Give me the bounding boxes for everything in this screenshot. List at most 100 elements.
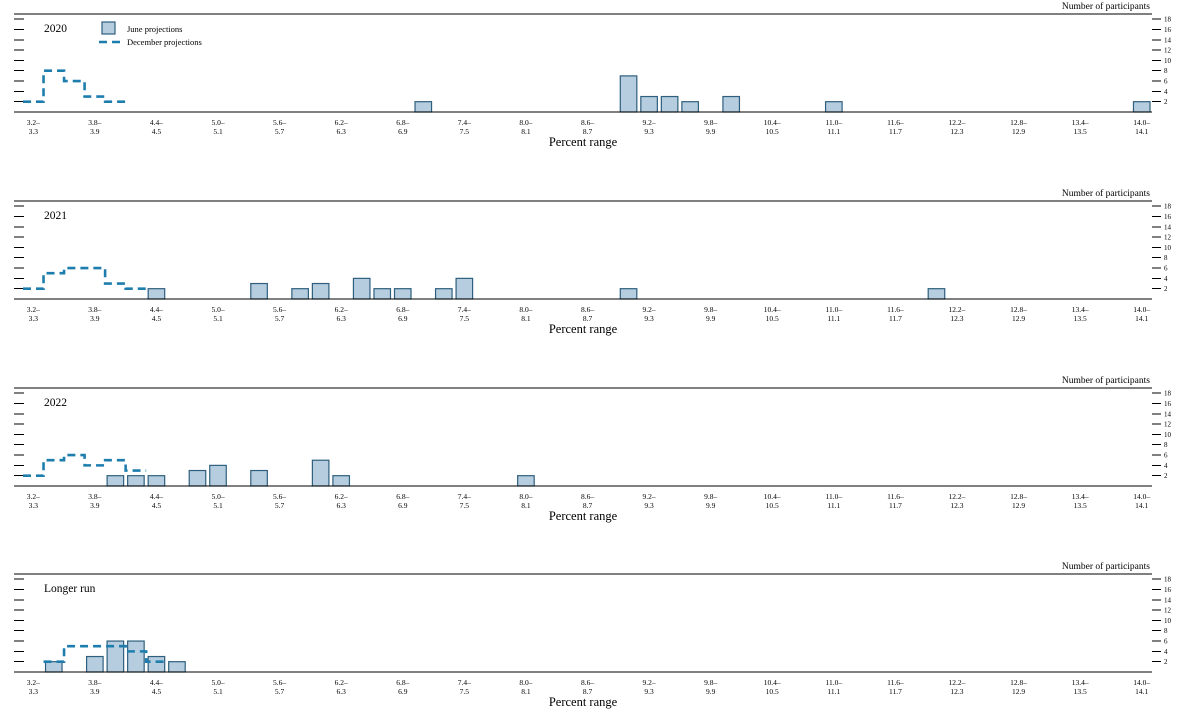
x-tick-label: 12.8– 12.9	[1010, 678, 1027, 696]
june-bar	[619, 75, 638, 113]
june-bar	[352, 277, 371, 300]
legend-december-label: December projections	[127, 37, 202, 47]
june-bars	[147, 277, 946, 300]
panel-2021: Number of participants 2 4 6 8 10 12 14 16 18 3.2–…	[14, 188, 1172, 336]
x-tick-label: 8.0– 8.1	[519, 118, 532, 136]
x-tick-label: 11.6– 11.7	[887, 118, 904, 136]
x-axis-caption: Percent range	[549, 135, 618, 149]
x-tick-label: 3.2– 3.3	[27, 118, 40, 136]
y-tick-label: 18	[1164, 390, 1172, 398]
june-bar	[44, 661, 63, 673]
y-tick-label: 12	[1164, 421, 1172, 429]
y-tick-label: 8	[1164, 627, 1168, 635]
december-projections-line	[23, 69, 126, 103]
x-tick-label: 7.4– 7.5	[458, 118, 471, 136]
y-tick-label: 8	[1164, 254, 1168, 262]
y-tick-label: 12	[1164, 607, 1172, 615]
right-axis-caption: Number of participants	[1062, 1, 1150, 12]
december-projections-line	[23, 266, 147, 290]
x-tick-label: 6.8– 6.9	[396, 492, 409, 510]
y-tick-label: 10	[1164, 244, 1172, 252]
december-projections-line	[23, 453, 147, 477]
panel-2020: Number of participants 2 4 6 8 10 12 14 16 18 3.2–…	[14, 1, 1172, 149]
y-tick-label: 4	[1164, 88, 1168, 96]
y-tick-label: 6	[1164, 265, 1168, 273]
y-tick-label: 16	[1164, 400, 1172, 408]
x-tick-label: 9.8– 9.9	[704, 678, 717, 696]
june-bars	[44, 640, 186, 673]
x-tick-label: 14.0– 14.1	[1133, 678, 1150, 696]
x-tick-label: 10.4– 10.5	[764, 492, 781, 510]
x-tick-label: 12.8– 12.9	[1010, 492, 1027, 510]
x-tick-label: 13.4– 13.5	[1072, 305, 1089, 323]
june-bar	[250, 282, 268, 300]
y-tick-label: 18	[1164, 203, 1172, 211]
x-tick-label: 9.2– 9.3	[643, 492, 656, 510]
x-tick-label: 12.8– 12.9	[1010, 118, 1027, 136]
panel-2022: Number of participants 2 4 6 8 10 12 14 16 18 3.2–…	[14, 375, 1172, 523]
x-tick-label: 11.0– 11.1	[826, 305, 843, 323]
right-axis-caption: Number of participants	[1062, 188, 1150, 199]
x-tick-label: 4.4– 4.5	[150, 305, 163, 323]
june-bar	[250, 469, 268, 487]
june-bars	[106, 459, 535, 487]
x-tick-label: 3.2– 3.3	[27, 492, 40, 510]
y-tick-label: 8	[1164, 441, 1168, 449]
june-bar	[1132, 101, 1151, 113]
y-tick-label: 14	[1164, 596, 1172, 604]
june-bar	[434, 288, 453, 300]
x-tick-label: 9.8– 9.9	[704, 118, 717, 136]
y-tick-label: 10	[1164, 57, 1172, 65]
y-tick-label: 16	[1164, 26, 1172, 34]
x-tick-label: 9.8– 9.9	[704, 492, 717, 510]
x-tick-label: 3.8– 3.9	[88, 305, 101, 323]
x-tick-label: 10.4– 10.5	[764, 305, 781, 323]
june-bar	[209, 464, 227, 487]
x-tick-label: 8.6– 8.7	[581, 678, 594, 696]
x-tick-label: 5.6– 5.7	[273, 118, 286, 136]
x-tick-label: 8.6– 8.7	[581, 492, 594, 510]
june-bar	[311, 282, 330, 300]
x-tick-label: 5.6– 5.7	[273, 492, 286, 510]
x-tick-label: 5.0– 5.1	[211, 305, 224, 323]
x-axis-caption: Percent range	[549, 509, 618, 523]
june-bar	[824, 101, 843, 113]
june-bar	[681, 101, 700, 113]
y-tick-label: 6	[1164, 78, 1168, 86]
x-tick-label: 12.2– 12.3	[949, 118, 966, 136]
legend-june-label: June projections	[127, 24, 182, 34]
x-tick-label: 9.2– 9.3	[643, 118, 656, 136]
june-bar	[188, 469, 207, 487]
y-tick-label: 18	[1164, 576, 1172, 584]
y-tick-label: 4	[1164, 462, 1168, 470]
panel-title: 2020	[44, 23, 67, 35]
x-tick-label: 11.0– 11.1	[826, 678, 843, 696]
june-bar	[619, 288, 638, 300]
june-bar	[927, 288, 946, 300]
y-tick-label: 6	[1164, 638, 1168, 646]
x-tick-label: 6.8– 6.9	[396, 678, 409, 696]
x-tick-label: 9.8– 9.9	[704, 305, 717, 323]
x-tick-label: 3.8– 3.9	[88, 678, 101, 696]
y-tick-label: 6	[1164, 452, 1168, 460]
y-tick-label: 4	[1164, 648, 1168, 656]
june-bar	[106, 475, 125, 487]
december-projections-line	[43, 644, 167, 663]
y-tick-label: 10	[1164, 431, 1172, 439]
x-tick-label: 6.2– 6.3	[335, 305, 348, 323]
y-tick-label: 16	[1164, 586, 1172, 594]
panel-title: Longer run	[44, 583, 96, 595]
y-tick-label: 2	[1164, 472, 1168, 480]
panel-title: 2022	[44, 397, 67, 409]
panel-title: 2021	[44, 210, 67, 222]
x-tick-label: 6.8– 6.9	[396, 305, 409, 323]
june-bar	[147, 475, 166, 487]
june-bar	[147, 655, 166, 673]
june-bar	[393, 288, 412, 300]
x-tick-label: 4.4– 4.5	[150, 492, 163, 510]
x-tick-label: 5.0– 5.1	[211, 678, 224, 696]
x-tick-label: 12.2– 12.3	[949, 678, 966, 696]
y-tick-label: 8	[1164, 67, 1168, 75]
